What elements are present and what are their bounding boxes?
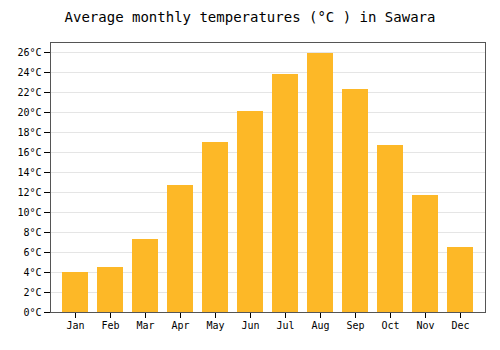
svg-text:10°C: 10°C bbox=[17, 207, 41, 218]
svg-text:2°C: 2°C bbox=[23, 287, 41, 298]
svg-text:26°C: 26°C bbox=[17, 47, 41, 58]
svg-text:Apr: Apr bbox=[171, 320, 189, 331]
svg-text:Sep: Sep bbox=[346, 320, 364, 331]
svg-text:Jul: Jul bbox=[276, 320, 294, 331]
svg-text:0°C: 0°C bbox=[23, 307, 41, 318]
svg-text:12°C: 12°C bbox=[17, 187, 41, 198]
html-text:Average monthly temperatures (: Average monthly temperatures (°C ) in Sa… bbox=[64, 9, 436, 25]
svg-text:Jan: Jan bbox=[66, 320, 84, 331]
svg-text:16°C: 16°C bbox=[17, 147, 41, 158]
svg-text:8°C: 8°C bbox=[23, 227, 41, 238]
svg-text:Dec: Dec bbox=[451, 320, 469, 331]
svg-text:22°C: 22°C bbox=[17, 87, 41, 98]
svg-text:24°C: 24°C bbox=[17, 67, 41, 78]
svg-text:Oct: Oct bbox=[381, 320, 399, 331]
svg-text:Mar: Mar bbox=[136, 320, 154, 331]
svg-text:18°C: 18°C bbox=[17, 127, 41, 138]
svg-text:Jun: Jun bbox=[241, 320, 259, 331]
svg-text:6°C: 6°C bbox=[23, 247, 41, 258]
svg-text:Aug: Aug bbox=[311, 320, 329, 331]
svg-text:May: May bbox=[206, 320, 224, 331]
svg-text:Feb: Feb bbox=[101, 320, 119, 331]
svg-text:20°C: 20°C bbox=[17, 107, 41, 118]
svg-text:14°C: 14°C bbox=[17, 167, 41, 178]
svg-text:Nov: Nov bbox=[416, 320, 434, 331]
svg-text:4°C: 4°C bbox=[23, 267, 41, 278]
